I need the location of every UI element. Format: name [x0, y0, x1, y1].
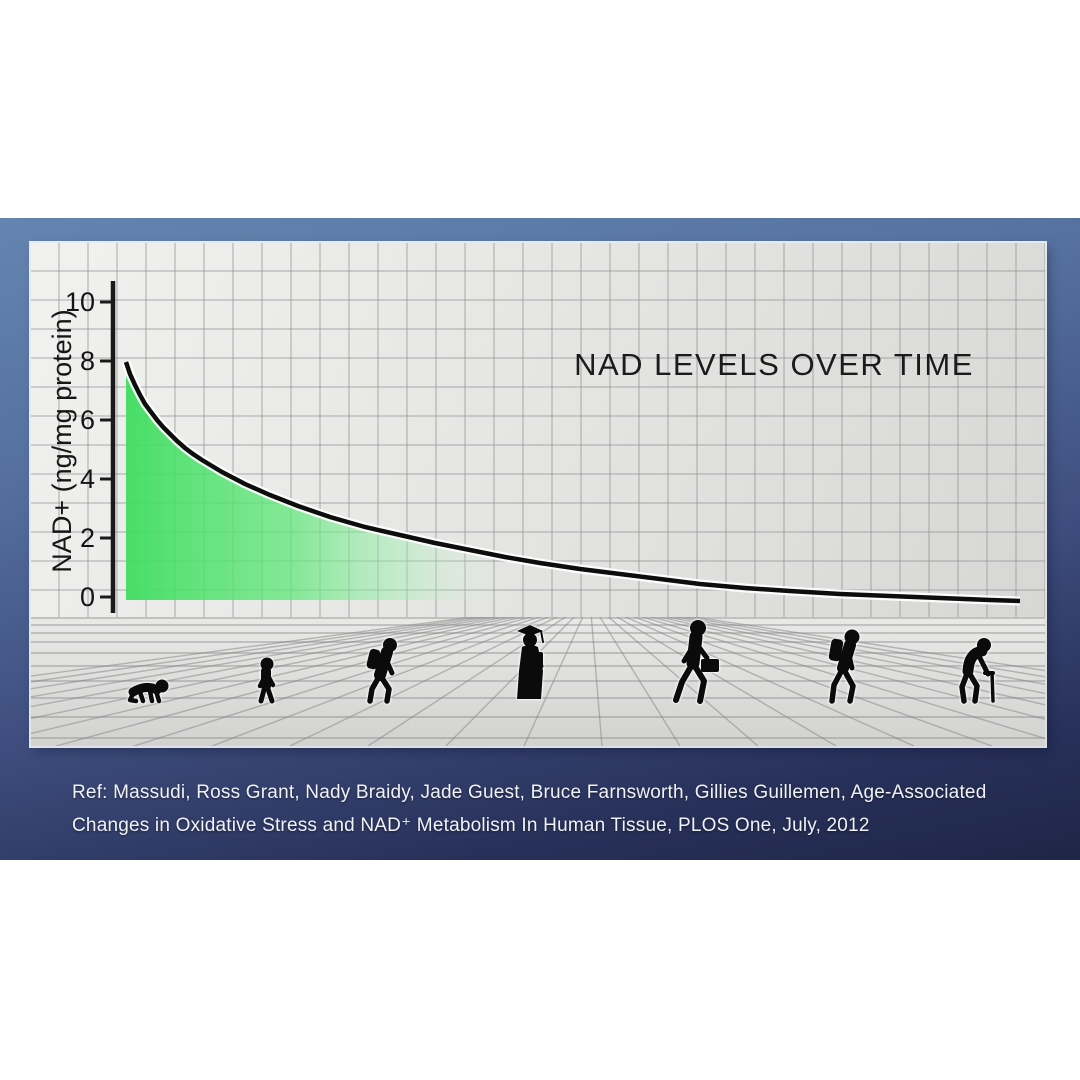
chart-title: NAD LEVELS OVER TIME — [574, 347, 974, 382]
adult-with-briefcase-icon — [673, 620, 719, 704]
citation-line-2: Changes in Oxidative Stress and NAD⁺ Met… — [72, 815, 870, 836]
reference-citation: Ref: Massudi, Ross Grant, Nady Braidy, J… — [0, 746, 1080, 860]
toddler-icon — [257, 657, 276, 704]
y-axis-ticks — [100, 300, 112, 599]
y-tick-6: 6 — [79, 405, 95, 435]
image-frame: NAD LEVELS OVER TIME NAD+ (ng/mg protein… — [0, 218, 1080, 860]
elderly-with-cane-icon — [959, 638, 995, 704]
y-tick-10: 10 — [64, 287, 95, 317]
y-tick-0: 0 — [79, 582, 95, 612]
hunched-adult-with-backpack-icon — [828, 629, 860, 704]
y-tick-8: 8 — [79, 346, 95, 376]
floor-grid-lines — [31, 617, 1045, 746]
y-tick-2: 2 — [79, 523, 95, 553]
nad-area-fill — [126, 362, 505, 600]
chart-area: NAD LEVELS OVER TIME NAD+ (ng/mg protein… — [31, 243, 1045, 746]
y-tick-4: 4 — [79, 464, 95, 494]
chart-overlay — [31, 281, 1045, 746]
citation-line-1: Ref: Massudi, Ross Grant, Nady Braidy, J… — [72, 782, 987, 803]
y-axis — [100, 281, 116, 613]
crawling-baby-icon — [127, 679, 169, 704]
graduate-icon — [517, 625, 544, 699]
nad-curve — [123, 361, 1021, 604]
child-with-backpack-icon — [366, 638, 397, 704]
